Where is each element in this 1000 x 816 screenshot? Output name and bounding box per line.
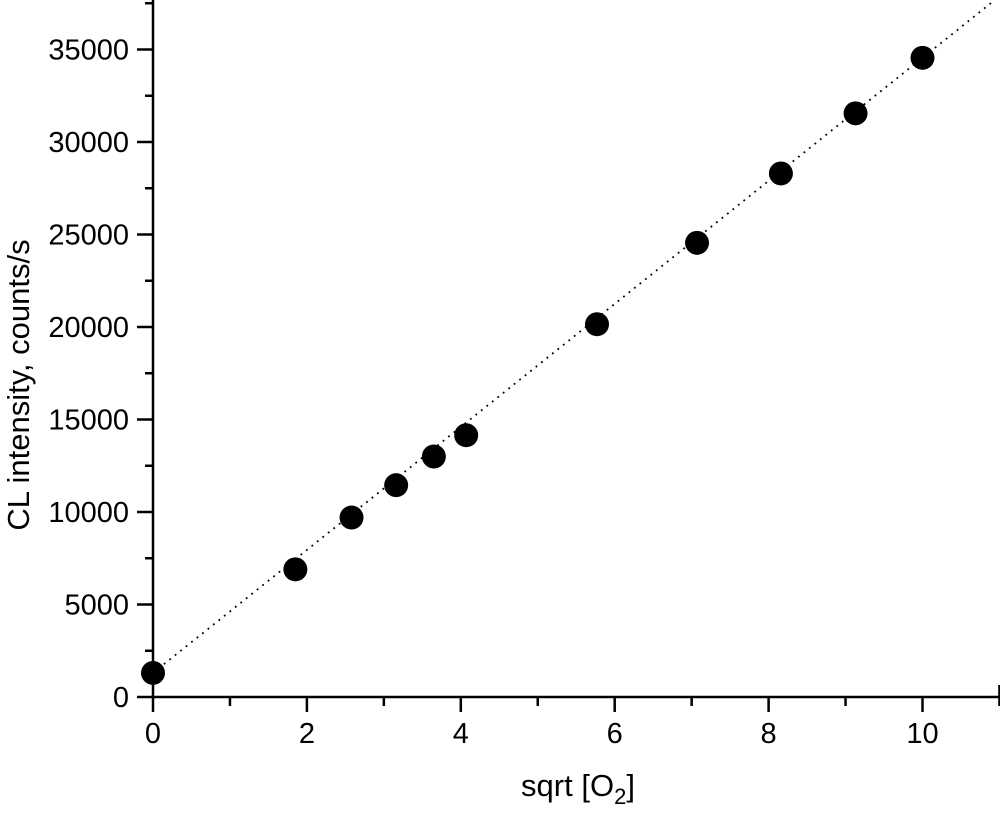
- x-tick-label: 10: [906, 718, 938, 750]
- y-tick-label: 0: [113, 682, 129, 714]
- y-tick-label: 10000: [48, 497, 129, 529]
- x-tick-label: 2: [299, 718, 315, 750]
- x-axis-title-close-bracket: ]: [626, 768, 635, 803]
- data-point: [339, 505, 364, 530]
- data-point: [685, 230, 710, 255]
- y-tick-label: 30000: [48, 127, 129, 159]
- x-tick-label: 4: [453, 718, 469, 750]
- y-tick-label: 25000: [48, 220, 129, 252]
- x-tick-label: 8: [761, 718, 777, 750]
- data-point: [843, 101, 868, 126]
- plot-area: 0 2 4 6 8 10 0 5000 10000 15000 20000 25000 30000 350…: [48, 0, 1000, 809]
- data-point: [910, 45, 935, 70]
- y-tick-label: 20000: [48, 312, 129, 344]
- x-axis-title: sqrt [O2]: [521, 768, 635, 809]
- y-axis-title: CL intensity, counts/s: [1, 239, 36, 530]
- x-tick-label: 0: [145, 718, 161, 750]
- fit-line: [152, 0, 996, 674]
- y-tick-label: 35000: [48, 35, 129, 67]
- data-point: [283, 557, 308, 582]
- data-point: [768, 161, 793, 186]
- data-point: [421, 444, 446, 469]
- data-point: [454, 423, 479, 448]
- x-axis-title-subscript: 2: [614, 784, 626, 809]
- data-point: [585, 312, 610, 337]
- data-point: [384, 473, 409, 498]
- x-tick-label: 6: [607, 718, 623, 750]
- y-tick-label: 15000: [48, 405, 129, 437]
- y-tick-label: 5000: [64, 590, 129, 622]
